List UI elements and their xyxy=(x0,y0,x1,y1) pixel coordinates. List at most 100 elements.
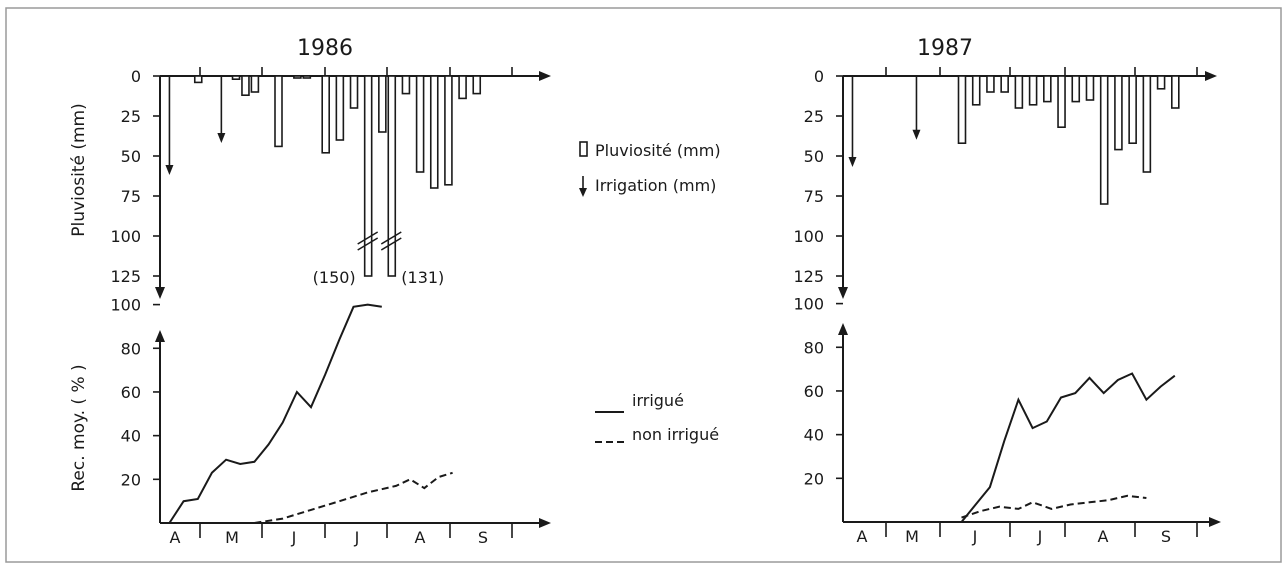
rec-month-label: J xyxy=(1037,527,1043,546)
rainfall-panel-1987: 1987 0 25 50 75 100 125 xyxy=(793,36,1217,299)
rec-y-axis-arrowhead xyxy=(838,323,848,335)
rain-bar xyxy=(401,75,411,95)
recovery-panel-1986: Rec. moy. ( % ) A M J J A S 20 40 60 80 100 xyxy=(69,296,551,547)
rec-month-label: M xyxy=(905,527,919,546)
title-1986: 1986 xyxy=(297,36,353,61)
rec-month-label: M xyxy=(225,528,239,547)
rain-bar-value-label: (150) xyxy=(313,268,356,287)
axis-break-mark xyxy=(380,231,402,251)
rec-month-label: S xyxy=(1161,527,1171,546)
non-irrigated-series-line xyxy=(961,494,1147,519)
rec-y-tick-label: 40 xyxy=(121,427,141,446)
rec-month-label: J xyxy=(972,527,978,546)
rec-y-tick-label: 60 xyxy=(121,383,141,402)
rain-legend-label: Pluviosité (mm) xyxy=(595,141,721,160)
rec-x-axis-arrowhead xyxy=(539,518,551,528)
rain-bar xyxy=(957,75,967,144)
rain-bar xyxy=(193,75,203,84)
rain-bar xyxy=(378,75,387,133)
rain-bar xyxy=(387,75,397,277)
rain-bar xyxy=(335,75,345,141)
irrigated-legend-label: irrigué xyxy=(632,391,684,410)
non-irrigated-legend-label: non irrigué xyxy=(632,425,719,444)
rain-bar xyxy=(274,75,283,148)
irrigation-arrowhead xyxy=(848,157,857,167)
rain-bar xyxy=(1099,75,1109,205)
rain-bar xyxy=(971,75,981,106)
rain-y-tick-label: 0 xyxy=(814,67,824,86)
rain-bar xyxy=(1085,75,1095,101)
rain-legend: Pluviosité (mm) Irrigation (mm) xyxy=(579,141,721,197)
rain-bar xyxy=(458,75,467,100)
rain-bar xyxy=(1071,75,1081,103)
rain-y-tick-label: 25 xyxy=(121,107,141,126)
rain-bar xyxy=(1057,75,1066,129)
recovery-panel-1987: A M J J A S 20 40 60 80 100 xyxy=(793,295,1221,546)
rain-y-tick-label: 100 xyxy=(110,227,141,246)
irrigation-arrowhead xyxy=(217,133,226,143)
rec-y-tick-label: 60 xyxy=(804,382,824,401)
rec-month-label: A xyxy=(415,528,426,547)
rain-bar xyxy=(349,75,359,109)
irrigation-arrowhead xyxy=(165,165,174,175)
rain-bar-value-label: (131) xyxy=(401,268,444,287)
rain-y-tick-label: 125 xyxy=(110,267,141,286)
rain-bar xyxy=(250,75,260,93)
rain-y-tick-label: 75 xyxy=(804,187,824,206)
rain-bar xyxy=(1142,75,1152,173)
non-irrigated-series-line xyxy=(254,471,453,524)
rec-y-axis-arrowhead xyxy=(155,330,165,342)
rec-month-label: A xyxy=(857,527,868,546)
rain-bar xyxy=(1128,75,1137,144)
rainfall-panel-1986: 1986 Pluviosité (mm) 0 25 50 75 100 125 (150) (… xyxy=(69,36,551,299)
rain-y-tick-label: 0 xyxy=(131,67,141,86)
rain-x-axis-arrowhead xyxy=(539,71,551,81)
rain-bar xyxy=(472,75,482,95)
figure-frame xyxy=(5,7,1282,563)
rec-month-label: J xyxy=(354,528,360,547)
rain-bar xyxy=(321,75,331,154)
irrigation-arrowhead xyxy=(912,129,921,140)
rain-bar xyxy=(415,75,425,173)
rain-bar xyxy=(1000,75,1009,93)
rain-bar xyxy=(293,75,302,79)
rec-month-label: A xyxy=(1098,527,1109,546)
rain-y-tick-label: 50 xyxy=(804,147,824,166)
rain-bar xyxy=(1114,75,1123,151)
rain-y-tick-label: 125 xyxy=(793,267,824,286)
rain-y-axis-arrowhead xyxy=(155,287,165,299)
rec-month-label: A xyxy=(170,528,181,547)
rain-bar xyxy=(302,75,312,79)
rain-bar xyxy=(1156,75,1166,90)
axis-break-mark xyxy=(357,231,379,251)
irrigated-series-line xyxy=(168,303,382,524)
recovery-axis-label: Rec. moy. ( % ) xyxy=(69,364,89,491)
rain-bar xyxy=(1043,75,1052,103)
rain-bar xyxy=(1171,75,1180,109)
rain-bar xyxy=(231,75,241,81)
rec-x-axis-arrowhead xyxy=(1209,517,1221,527)
rain-legend-swatch xyxy=(579,141,588,157)
rec-y-tick-label: 20 xyxy=(121,470,141,489)
rain-bar xyxy=(1028,75,1038,106)
rec-y-tick-label: 80 xyxy=(804,338,824,357)
irrigation-legend-arrowhead xyxy=(579,188,587,197)
rain-y-axis-arrowhead xyxy=(838,287,848,299)
rec-y-tick-label: 100 xyxy=(793,295,824,314)
irrigation-legend-label: Irrigation (mm) xyxy=(595,176,716,195)
title-1987: 1987 xyxy=(917,36,973,61)
line-legend: irrigué non irrigué xyxy=(595,391,719,444)
rec-y-tick-label: 80 xyxy=(121,339,141,358)
rain-y-tick-label: 100 xyxy=(793,227,824,246)
rain-y-tick-label: 50 xyxy=(121,147,141,166)
rain-bar xyxy=(1014,75,1024,109)
rec-y-tick-label: 40 xyxy=(804,426,824,445)
rain-y-tick-label: 25 xyxy=(804,107,824,126)
rain-y-tick-label: 75 xyxy=(121,187,141,206)
rain-bar xyxy=(363,75,373,277)
rain-bar xyxy=(429,75,439,189)
rainfall-axis-label: Pluviosité (mm) xyxy=(69,103,89,236)
rec-y-tick-label: 100 xyxy=(110,296,141,315)
rain-bar xyxy=(444,75,453,186)
